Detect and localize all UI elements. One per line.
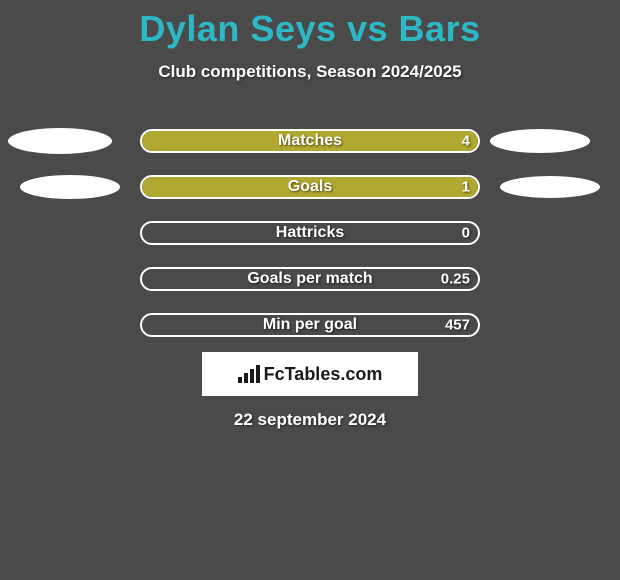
bar-track: Hattricks 0: [140, 221, 480, 245]
decor-ellipse-right: [490, 129, 590, 153]
page-subtitle: Club competitions, Season 2024/2025: [0, 62, 620, 82]
stat-row: Hattricks 0: [0, 210, 620, 256]
bar-value: 0: [462, 225, 470, 242]
bar-label: Hattricks: [276, 224, 344, 242]
chart-area: Matches 4 Goals 1 Hattricks 0 Goals per match 0…: [0, 118, 620, 348]
decor-ellipse-right: [500, 176, 600, 198]
bar-value: 0.25: [441, 271, 470, 288]
decor-ellipse-left: [8, 128, 112, 154]
bars-icon: [238, 365, 260, 383]
bar-label: Goals: [288, 178, 332, 196]
bar-track: Min per goal 457: [140, 313, 480, 337]
bar-label: Goals per match: [247, 270, 372, 288]
bar-label: Min per goal: [263, 316, 357, 334]
stat-row: Goals per match 0.25: [0, 256, 620, 302]
bar-track: Goals per match 0.25: [140, 267, 480, 291]
bar-value: 4: [462, 133, 470, 150]
bar-value: 457: [445, 317, 470, 334]
bar-value: 1: [462, 179, 470, 196]
bar-track: Matches 4: [140, 129, 480, 153]
bar-label: Matches: [278, 132, 342, 150]
date-text: 22 september 2024: [234, 410, 386, 430]
decor-ellipse-left: [20, 175, 120, 199]
logo-box: FcTables.com: [202, 352, 418, 396]
logo: FcTables.com: [238, 364, 383, 385]
bar-track: Goals 1: [140, 175, 480, 199]
logo-text: FcTables.com: [264, 364, 383, 385]
stat-row: Matches 4: [0, 118, 620, 164]
stat-row: Min per goal 457: [0, 302, 620, 348]
stat-row: Goals 1: [0, 164, 620, 210]
page-title: Dylan Seys vs Bars: [0, 0, 620, 50]
